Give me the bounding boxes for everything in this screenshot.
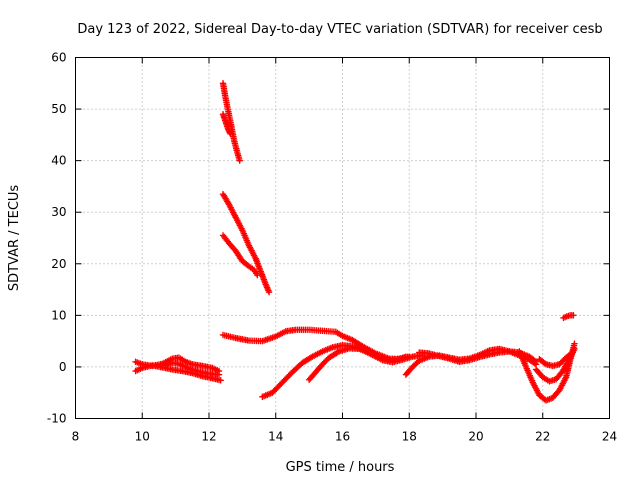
y-tick-label: 20 <box>51 257 66 271</box>
x-tick-label: 8 <box>72 430 80 444</box>
y-tick-label: 10 <box>51 308 66 322</box>
x-tick-label: 12 <box>201 430 216 444</box>
y-tick-label: -10 <box>47 412 67 426</box>
x-tick-label: 22 <box>535 430 550 444</box>
data-series <box>516 340 578 404</box>
y-tick-label: 30 <box>51 205 66 219</box>
data-series <box>560 312 577 322</box>
data-point <box>571 345 578 353</box>
data-point <box>570 312 577 319</box>
data-point <box>571 340 578 348</box>
data-point <box>405 353 413 360</box>
data-point <box>215 371 223 378</box>
data-point <box>265 288 273 296</box>
data-point <box>217 377 224 384</box>
x-tick-label: 20 <box>468 430 483 444</box>
data-point <box>532 358 540 366</box>
data-series <box>536 349 577 370</box>
data-layer <box>132 79 578 404</box>
data-series <box>219 79 244 164</box>
data-point <box>236 157 244 164</box>
x-tick-label: 10 <box>135 430 150 444</box>
y-tick-label: 60 <box>51 51 66 65</box>
y-tick-label: 50 <box>51 102 66 116</box>
data-point <box>569 349 577 356</box>
x-tick-label: 18 <box>402 430 417 444</box>
data-point <box>227 130 234 138</box>
data-series <box>219 110 234 138</box>
x-tick-label: 24 <box>602 430 617 444</box>
data-series <box>132 354 223 375</box>
data-series <box>305 345 413 384</box>
data-series <box>532 345 578 385</box>
data-point <box>254 271 261 279</box>
x-tick-label: 14 <box>268 430 283 444</box>
x-tick-label: 16 <box>335 430 350 444</box>
chart-title: Day 123 of 2022, Sidereal Day-to-day VTE… <box>77 22 602 37</box>
data-series <box>219 232 261 279</box>
tick-layer: 8 10 12 14 16 18 20 22 24 -10 0 10 20 30 40 50 60 <box>47 51 617 444</box>
data-series <box>219 190 273 296</box>
y-axis-title: SDTVAR / TECUs <box>7 185 22 292</box>
data-series <box>162 359 223 378</box>
x-axis-title: GPS time / hours <box>286 460 395 475</box>
y-tick-label: 0 <box>59 360 67 374</box>
y-tick-label: 40 <box>51 154 66 168</box>
grid-layer <box>75 57 610 419</box>
